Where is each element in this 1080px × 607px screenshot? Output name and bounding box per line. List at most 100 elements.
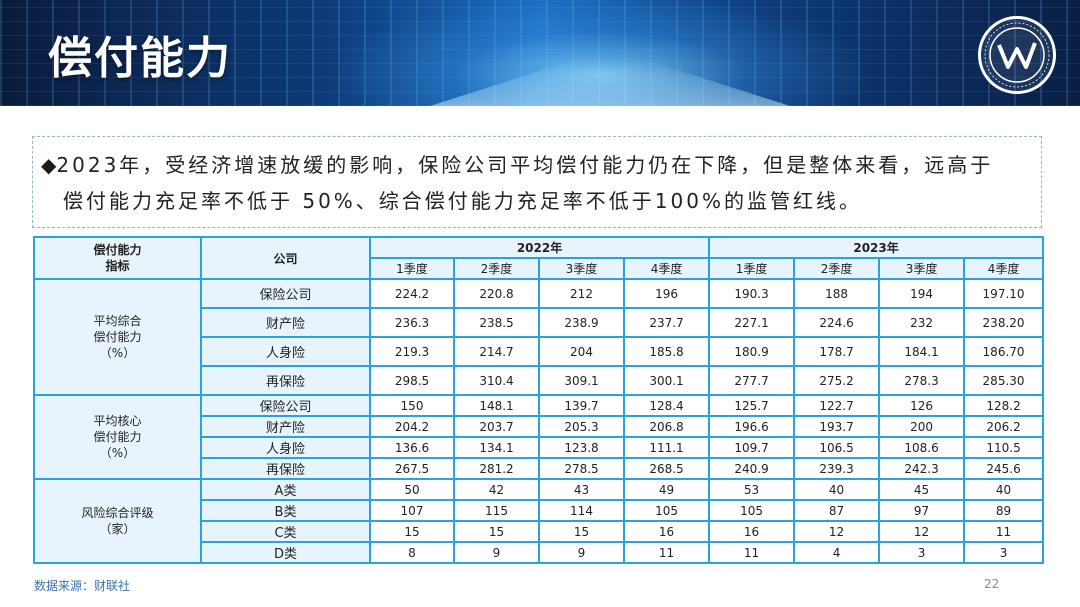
- value-2023-cell: 184.1: [878, 336, 966, 367]
- value-2022-cell: 115: [453, 499, 540, 522]
- company-cell: 再保险: [200, 365, 371, 396]
- header-quarter: 4季度: [622, 257, 711, 280]
- company-cell: 再保险: [200, 457, 371, 480]
- value-2022-cell: 42: [453, 478, 540, 501]
- company-cell: 保险公司: [200, 394, 371, 417]
- value-2022-cell: 267.5: [369, 457, 455, 480]
- value-2023-cell: 3: [878, 541, 966, 564]
- value-2022-cell: 224.2: [369, 278, 455, 309]
- value-2023-cell: 3: [963, 541, 1045, 564]
- value-2023-cell: 239.3: [793, 457, 881, 480]
- value-2022-cell: 150: [369, 394, 455, 417]
- value-2022-cell: 16: [622, 520, 711, 543]
- company-cell: 人身险: [200, 436, 371, 459]
- header-year-2023: 2023年: [708, 236, 1045, 259]
- value-2022-cell: 238.5: [453, 307, 540, 338]
- value-2022-cell: 281.2: [453, 457, 540, 480]
- value-2023-cell: 194: [878, 278, 966, 309]
- value-2023-cell: 245.6: [963, 457, 1045, 480]
- value-2022-cell: 49: [622, 478, 711, 501]
- value-2022-cell: 298.5: [369, 365, 455, 396]
- value-2022-cell: 148.1: [453, 394, 540, 417]
- group-label: 平均核心 偿付能力 （%）: [33, 394, 202, 480]
- table-row: 人身险 219.3 214.7 204 185.8 180.9 178.7 184.1 186.…: [34, 336, 1045, 367]
- value-2022-cell: 111.1: [622, 436, 711, 459]
- value-2022-cell: 9: [453, 541, 540, 564]
- value-2023-cell: 238.20: [963, 307, 1045, 338]
- value-2023-cell: 224.6: [793, 307, 881, 338]
- value-2023-cell: 277.7: [708, 365, 796, 396]
- header-quarter: 2季度: [453, 257, 540, 280]
- value-2022-cell: 136.6: [369, 436, 455, 459]
- value-2023-cell: 122.7: [793, 394, 881, 417]
- value-2023-cell: 40: [963, 478, 1045, 501]
- header-quarter: 4季度: [963, 257, 1045, 280]
- diamond-bullet-icon: ◆: [41, 153, 57, 177]
- value-2023-cell: 232: [878, 307, 966, 338]
- value-2022-cell: 134.1: [453, 436, 540, 459]
- value-2022-cell: 50: [369, 478, 455, 501]
- value-2023-cell: 227.1: [708, 307, 796, 338]
- value-2023-cell: 200: [878, 415, 966, 438]
- header-company: 公司: [200, 236, 371, 280]
- value-2022-cell: 309.1: [538, 365, 625, 396]
- value-2023-cell: 278.3: [878, 365, 966, 396]
- company-cell: 人身险: [200, 336, 371, 367]
- value-2022-cell: 219.3: [369, 336, 455, 367]
- value-2023-cell: 188: [793, 278, 881, 309]
- summary-line-2: 偿付能力充足率不低于 50%、综合偿付能力充足率不低于100%的监管红线。: [63, 189, 862, 213]
- value-2023-cell: 87: [793, 499, 881, 522]
- group-label: 平均综合 偿付能力 （%）: [33, 278, 202, 396]
- value-2022-cell: 11: [622, 541, 711, 564]
- value-2022-cell: 203.7: [453, 415, 540, 438]
- header-quarter: 1季度: [708, 257, 796, 280]
- value-2022-cell: 220.8: [453, 278, 540, 309]
- value-2023-cell: 126: [878, 394, 966, 417]
- value-2022-cell: 43: [538, 478, 625, 501]
- value-2023-cell: 89: [963, 499, 1045, 522]
- value-2022-cell: 15: [538, 520, 625, 543]
- value-2023-cell: 285.30: [963, 365, 1045, 396]
- value-2023-cell: 242.3: [878, 457, 966, 480]
- table-row: 平均综合 偿付能力 （%） 保险公司 224.2 220.8 212 196 190.3 18…: [33, 278, 1045, 396]
- group-label: 风险综合评级 （家）: [33, 478, 202, 564]
- value-2023-cell: 11: [708, 541, 796, 564]
- value-2022-cell: 268.5: [622, 457, 711, 480]
- company-cell: 保险公司: [200, 278, 371, 309]
- company-cell: C类: [200, 520, 371, 543]
- value-2022-cell: 238.9: [538, 307, 625, 338]
- value-2022-cell: 204.2: [369, 415, 455, 438]
- table-row: C类 15 15 15 16 16 12 12 11: [34, 520, 1045, 543]
- value-2023-cell: 40: [793, 478, 881, 501]
- summary-text-box: ◆2023年，受经济增速放缓的影响，保险公司平均偿付能力仍在下降，但是整体来看，…: [32, 136, 1042, 228]
- value-2022-cell: 196: [622, 278, 711, 309]
- solvency-table: 偿付能力 指标 公司 2022年 2023年 1季度 2季度 3季度 4季度 1季度 2季度 3季度…: [33, 236, 1045, 564]
- value-2023-cell: 4: [793, 541, 881, 564]
- value-2022-cell: 128.4: [622, 394, 711, 417]
- table-row: 风险综合评级 （家） A类 50 42 43 49 53 40 45 40: [33, 478, 1045, 564]
- value-2023-cell: 193.7: [793, 415, 881, 438]
- header-quarter: 2季度: [793, 257, 881, 280]
- value-2023-cell: 105: [708, 499, 796, 522]
- table-row: 再保险 267.5 281.2 278.5 268.5 240.9 239.3 242.3 24…: [34, 457, 1045, 480]
- value-2022-cell: 139.7: [538, 394, 625, 417]
- company-cell: D类: [200, 541, 371, 564]
- table-row: 再保险 298.5 310.4 309.1 300.1 277.7 275.2 278.3 28…: [34, 365, 1045, 396]
- table-row: B类 107 115 114 105 105 87 97 89: [34, 499, 1045, 522]
- table-row: 财产险 236.3 238.5 238.9 237.7 227.1 224.6 232 238.…: [34, 307, 1045, 338]
- value-2023-cell: 190.3: [708, 278, 796, 309]
- value-2022-cell: 278.5: [538, 457, 625, 480]
- brand-logo-icon: [978, 16, 1056, 94]
- value-2023-cell: 11: [963, 520, 1045, 543]
- value-2022-cell: 9: [538, 541, 625, 564]
- value-2022-cell: 205.3: [538, 415, 625, 438]
- value-2023-cell: 110.5: [963, 436, 1045, 459]
- value-2023-cell: 197.10: [963, 278, 1045, 309]
- company-cell: 财产险: [200, 415, 371, 438]
- value-2022-cell: 236.3: [369, 307, 455, 338]
- table-row: 平均核心 偿付能力 （%） 保险公司 150 148.1 139.7 128.4 125.7…: [33, 394, 1045, 480]
- page-number: 22: [984, 577, 1000, 591]
- header-quarter: 3季度: [878, 257, 966, 280]
- summary-line-1-text: 2023年，受经济增速放缓的影响，保险公司平均偿付能力仍在下降，但是整体来看，远…: [56, 153, 994, 177]
- value-2022-cell: 310.4: [453, 365, 540, 396]
